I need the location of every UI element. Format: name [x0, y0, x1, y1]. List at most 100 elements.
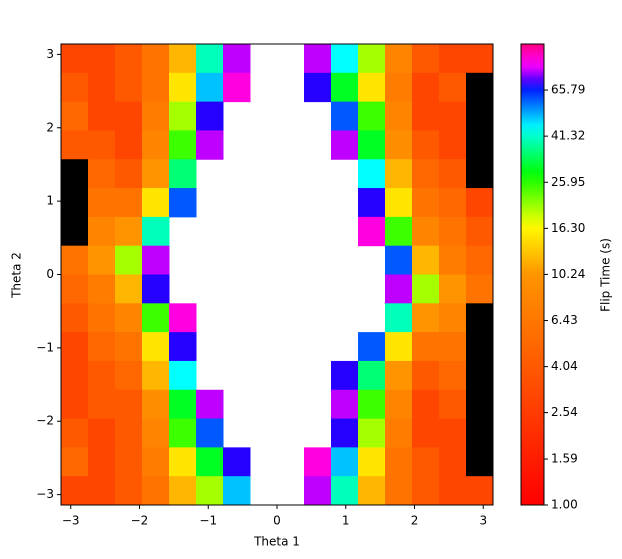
heatmap-cell: [358, 418, 386, 448]
x-tick-label: 2: [411, 514, 419, 528]
heatmap-cell: [196, 418, 224, 448]
heatmap-cell: [142, 476, 170, 506]
heatmap-cell: [115, 274, 143, 304]
heatmap-cell: [196, 389, 224, 420]
x-tick-label: −1: [199, 514, 217, 528]
heatmap-cell: [142, 303, 170, 333]
y-axis-label: Theta 2: [10, 252, 24, 299]
heatmap-cell: [331, 447, 359, 477]
heatmap-cell: [358, 159, 386, 189]
heatmap-cell: [88, 303, 116, 333]
heatmap-cell: [358, 389, 386, 420]
heatmap-cell: [142, 72, 170, 103]
heatmap-cell: [412, 188, 440, 218]
heatmap-cell: [412, 130, 440, 160]
x-tick-label: 0: [273, 514, 281, 528]
x-tick-label: 3: [479, 514, 487, 528]
heatmap-cell: [358, 216, 386, 247]
heatmap-cell: [358, 476, 386, 506]
heatmap-cell: [439, 101, 467, 131]
heatmap-cell: [88, 418, 116, 448]
heatmap-cell: [115, 188, 143, 218]
heatmap-cell: [61, 332, 89, 362]
heatmap-cell: [88, 245, 116, 275]
heatmap-cell: [142, 44, 170, 74]
heatmap-cell: [466, 101, 494, 131]
heatmap-cell: [169, 101, 197, 131]
heatmap-cell: [169, 72, 197, 103]
heatmap-cell: [115, 476, 143, 506]
heatmap-cell: [466, 72, 494, 103]
heatmap-cell: [88, 44, 116, 74]
x-tick-label: 1: [342, 514, 350, 528]
heatmap-cell: [466, 360, 494, 391]
heatmap-cell: [115, 332, 143, 362]
colorbar-tick-label: 25.95: [551, 175, 585, 189]
heatmap-cell: [115, 216, 143, 247]
colorbar-tick-label: 1.59: [551, 452, 578, 466]
heatmap-cell: [223, 72, 251, 103]
heatmap-cell: [439, 130, 467, 160]
heatmap-cell: [412, 360, 440, 391]
heatmap-cell: [466, 245, 494, 275]
heatmap-cell: [169, 389, 197, 420]
heatmap-cell: [385, 44, 413, 74]
heatmap-cell: [196, 101, 224, 131]
heatmap-cell: [331, 360, 359, 391]
heatmap-cell: [466, 389, 494, 420]
heatmap-cell: [115, 72, 143, 103]
heatmap-cell: [142, 389, 170, 420]
heatmap-cell: [88, 216, 116, 247]
heatmap-cell: [439, 476, 467, 506]
heatmap-cell: [142, 130, 170, 160]
heatmap-cell: [412, 476, 440, 506]
heatmap-cell: [358, 44, 386, 74]
heatmap-cell: [61, 447, 89, 477]
heatmap-cell: [61, 44, 89, 74]
heatmap-cell: [358, 72, 386, 103]
heatmap-cell: [88, 274, 116, 304]
heatmap-cell: [385, 130, 413, 160]
heatmap-cell: [61, 216, 89, 247]
heatmap-cell: [439, 245, 467, 275]
heatmap-cell: [385, 447, 413, 477]
heatmap-cell: [466, 44, 494, 74]
x-axis-label: Theta 1: [253, 535, 300, 549]
heatmap-cell: [115, 159, 143, 189]
heatmap-cell: [412, 332, 440, 362]
heatmap-cell: [412, 72, 440, 103]
heatmap-cell: [169, 159, 197, 189]
heatmap-cell: [169, 476, 197, 506]
heatmap-cell: [196, 130, 224, 160]
heatmap-cell: [88, 447, 116, 477]
heatmap-cell: [304, 44, 332, 74]
heatmap-cell: [61, 389, 89, 420]
x-tick-label: −3: [62, 514, 80, 528]
heatmap-cell: [61, 159, 89, 189]
heatmap-cell: [331, 130, 359, 160]
heatmap-cell: [169, 418, 197, 448]
heatmap-cell: [385, 72, 413, 103]
heatmap-cell: [412, 389, 440, 420]
heatmap-cell: [439, 44, 467, 74]
heatmap-cell: [196, 476, 224, 506]
heatmap-cell: [304, 447, 332, 477]
heatmap-cell: [196, 72, 224, 103]
heatmap-cell: [412, 245, 440, 275]
heatmap-cell: [115, 44, 143, 74]
heatmap-cell: [88, 130, 116, 160]
heatmap-cell: [169, 44, 197, 74]
heatmap-cell: [115, 389, 143, 420]
heatmap-cell: [115, 418, 143, 448]
heatmap-cell: [358, 447, 386, 477]
heatmap-cell: [88, 389, 116, 420]
heatmap-cell: [439, 389, 467, 420]
heatmap-cell: [88, 188, 116, 218]
heatmap-cell: [412, 303, 440, 333]
heatmap-cell: [331, 72, 359, 103]
heatmap-cell: [169, 332, 197, 362]
heatmap-cell: [304, 72, 332, 103]
heatmap-cell: [169, 188, 197, 218]
heatmap-cell: [88, 159, 116, 189]
y-tick-label: 1: [46, 194, 54, 208]
